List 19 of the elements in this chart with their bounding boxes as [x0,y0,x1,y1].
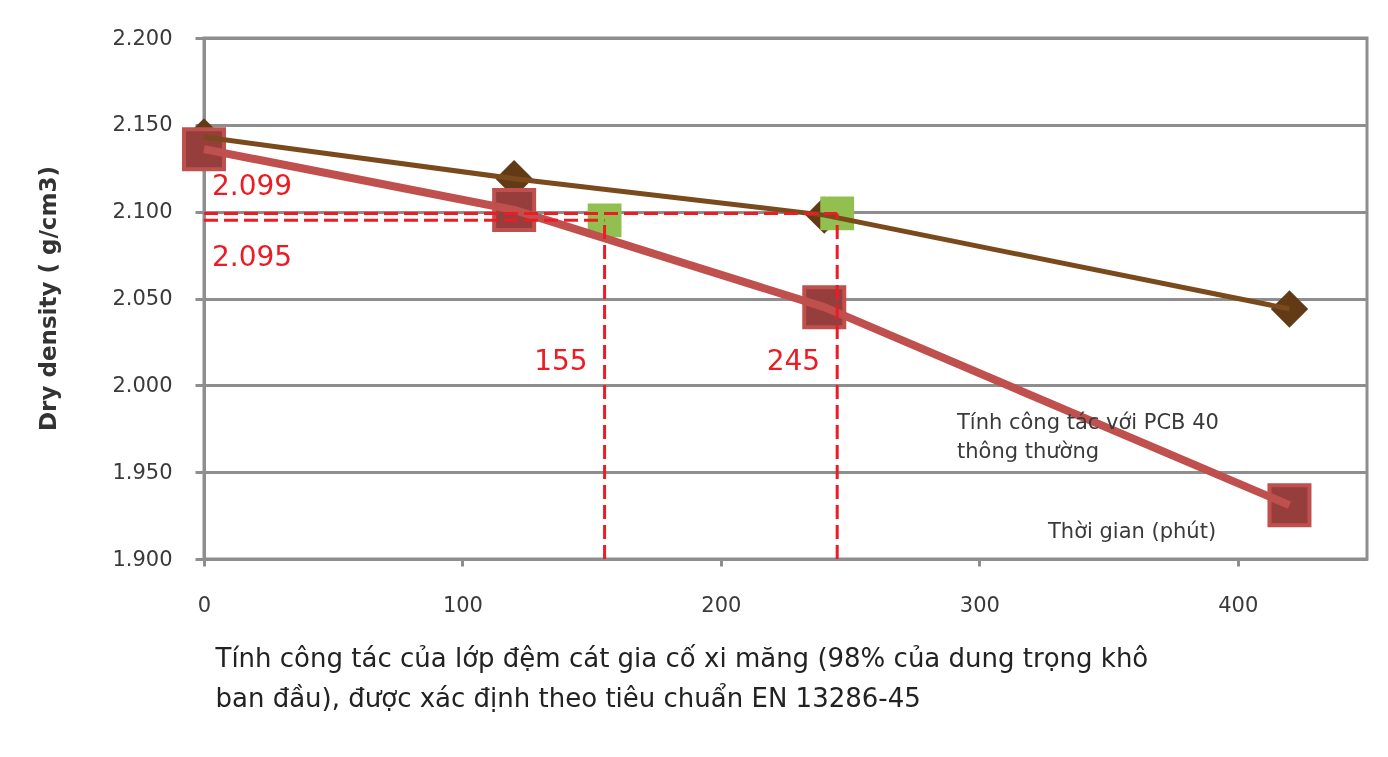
annotation: Thời gian (phút) [1047,519,1217,543]
y-tick-label: 2.000 [112,372,173,397]
y-tick-label: 2.200 [112,25,173,50]
x-tick-label: 300 [959,592,1000,617]
x-axis-title: Tính công tác của lớp đệm cát gia cố xi măng (98% của dung trọng khô ban đầu), được xác định theo tiêu chuẩn EN 13286-45 [214,642,1149,713]
ref-line-label: 245 [766,344,821,378]
ref-line-label: 2.095 [212,240,293,274]
x-tick-label: 400 [1218,592,1259,617]
y-tick-label: 2.150 [112,112,173,137]
ref-line-label: 2.099 [212,169,293,203]
y-axis-title: Dry density ( g/cm3) [34,166,61,431]
y-tick-label: 2.050 [112,286,173,310]
ref-line-label: 155 [534,344,588,378]
y-tick-label: 1.900 [112,546,173,571]
y-tick-label: 2.100 [112,199,173,224]
y-tick-label: 1.950 [112,459,173,484]
x-tick-label: 0 [197,592,212,617]
x-tick-label: 100 [442,592,483,617]
x-tick-label: 200 [701,592,742,617]
